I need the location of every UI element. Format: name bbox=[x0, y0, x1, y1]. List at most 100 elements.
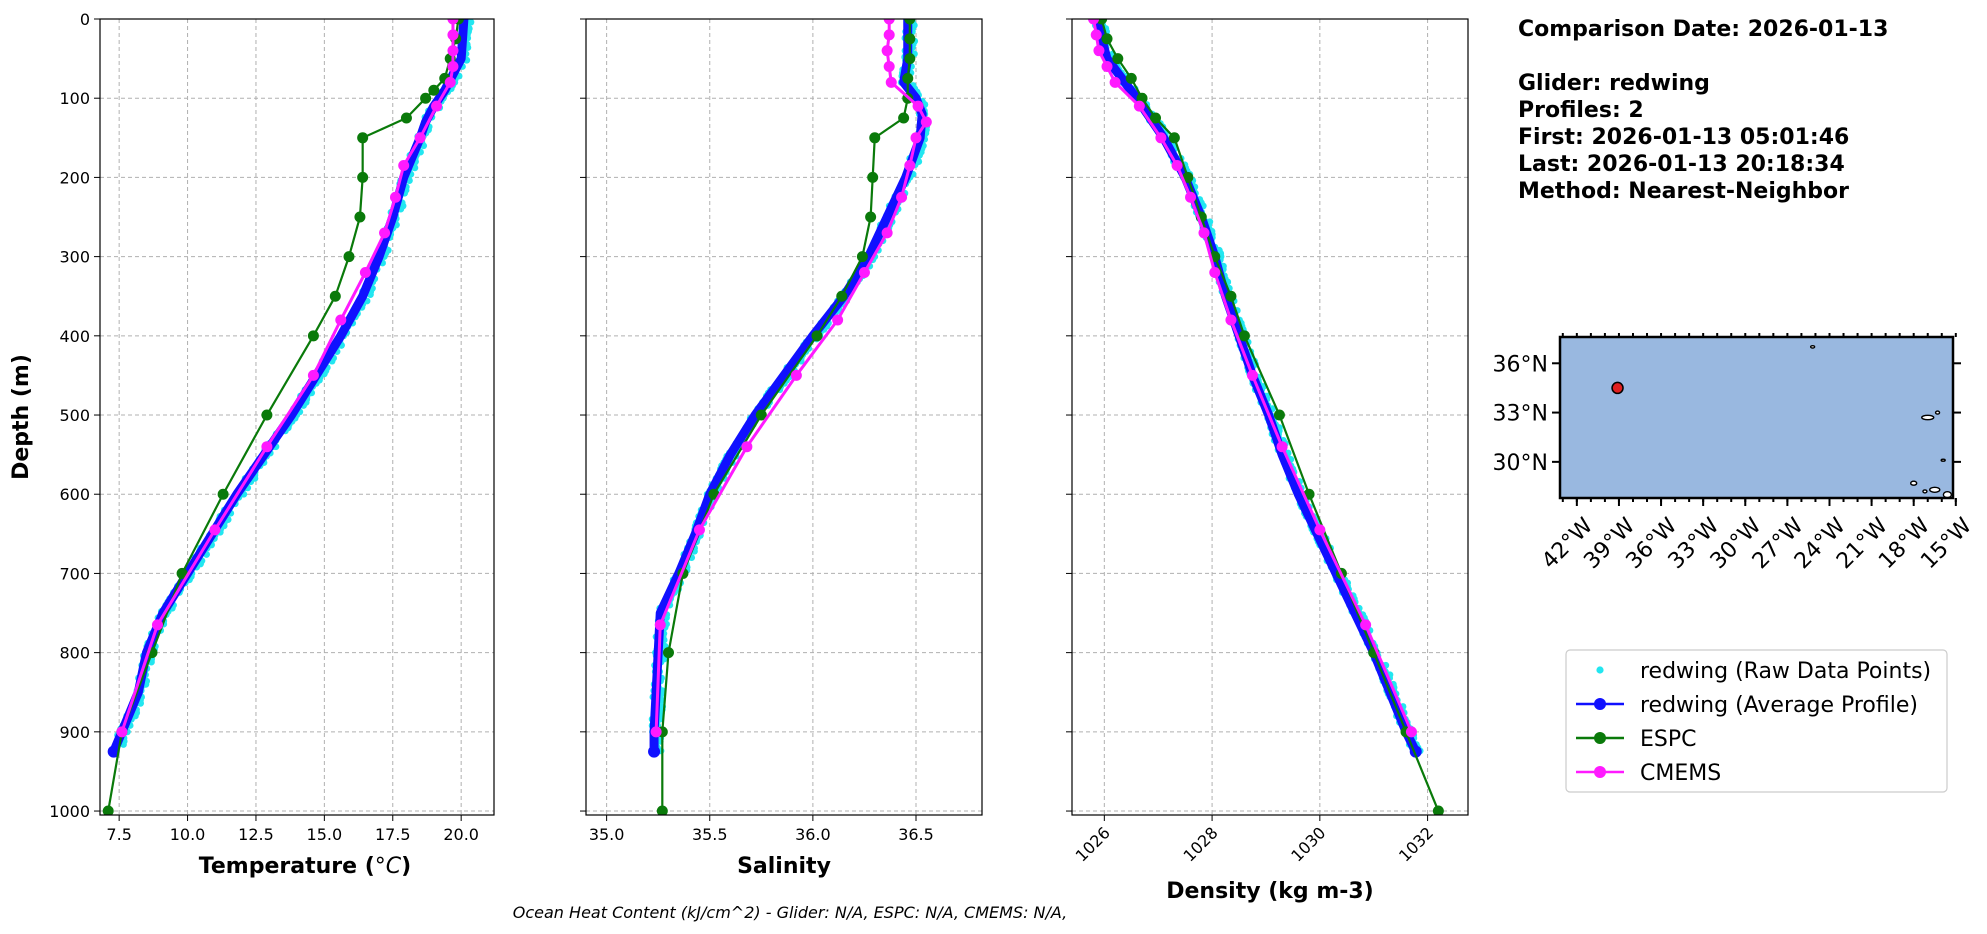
espc-point bbox=[904, 53, 916, 65]
cmems-point bbox=[1276, 441, 1288, 453]
legend-swatch bbox=[1596, 666, 1604, 674]
cmems-point bbox=[650, 726, 662, 738]
plot-area bbox=[1088, 19, 1444, 815]
espc-point bbox=[176, 567, 188, 579]
y-tick-label: 200 bbox=[59, 168, 90, 187]
cmems-point bbox=[307, 369, 319, 381]
espc-point bbox=[307, 330, 319, 342]
y-tick-label: 700 bbox=[59, 564, 90, 583]
glider-location-marker bbox=[1611, 381, 1624, 395]
info-block: Comparison Date: 2026-01-13 Glider: redwi… bbox=[1518, 17, 1888, 204]
cmems-point bbox=[379, 227, 391, 239]
cmems-point bbox=[151, 619, 163, 631]
x-tick-label: 10.0 bbox=[170, 825, 206, 844]
map-lat-label: 33°N bbox=[1493, 402, 1548, 427]
cmems-point bbox=[390, 191, 401, 203]
y-tick-label: 400 bbox=[59, 327, 90, 346]
y-tick-label: 100 bbox=[59, 89, 90, 108]
espc-point bbox=[1096, 19, 1108, 25]
cmems-point bbox=[881, 227, 893, 239]
legend: redwing (Raw Data Points) redwing (Averag… bbox=[1565, 649, 1948, 793]
x-tick-label: 20.0 bbox=[443, 825, 479, 844]
cmems-point bbox=[885, 76, 897, 88]
cmems-point bbox=[1405, 726, 1417, 738]
cmems-point bbox=[444, 76, 456, 88]
cmems-point bbox=[1155, 132, 1167, 144]
cmems-point bbox=[896, 191, 908, 203]
info-line: First: 2026-01-13 05:01:46 bbox=[1518, 125, 1849, 150]
espc-point bbox=[1150, 112, 1162, 124]
axes-frame bbox=[1071, 18, 1469, 816]
average-profile-line bbox=[109, 19, 469, 757]
x-axis-label: Density (kg m-3) bbox=[1166, 879, 1374, 904]
cmems-line bbox=[120, 19, 455, 733]
info-line: Profiles: 2 bbox=[1518, 98, 1644, 123]
cmems-point bbox=[447, 19, 459, 25]
espc-point bbox=[1101, 33, 1113, 45]
legend-label: ESPC bbox=[1640, 727, 1697, 752]
island-shape bbox=[1929, 486, 1941, 493]
cmems-point bbox=[209, 524, 221, 536]
espc-point bbox=[1225, 290, 1237, 302]
espc-point bbox=[1182, 171, 1194, 183]
x-tick-label: 1032 bbox=[1395, 823, 1437, 865]
x-tick-label: 7.5 bbox=[106, 825, 131, 844]
cmems-point bbox=[1090, 29, 1102, 41]
map-lat-label: 30°N bbox=[1493, 451, 1548, 476]
x-axis-label: Temperature (°C) bbox=[199, 854, 411, 879]
espc-point bbox=[755, 409, 767, 421]
cmems-point bbox=[790, 369, 802, 381]
cmems-point bbox=[881, 45, 893, 57]
espc-point bbox=[357, 171, 369, 183]
cmems-point bbox=[1360, 619, 1372, 631]
cmems-point bbox=[693, 524, 705, 536]
cmems-point bbox=[261, 441, 273, 453]
legend-item-espc: ESPC bbox=[1576, 727, 1697, 752]
espc-point bbox=[261, 409, 273, 421]
cmems-point bbox=[447, 45, 459, 57]
espc-point bbox=[867, 171, 879, 183]
average-profile-point bbox=[107, 745, 120, 758]
espc-series bbox=[102, 19, 464, 815]
info-line: Glider: redwing bbox=[1518, 71, 1710, 96]
profile-panels: 0 100 200 300 400 500 600 700 800 900 1000 7.5 10.0 1… bbox=[9, 10, 1469, 904]
cmems-point bbox=[1171, 160, 1183, 172]
cmems-point bbox=[1093, 45, 1105, 57]
cmems-point bbox=[1246, 369, 1258, 381]
y-tick-label: 0 bbox=[80, 10, 90, 29]
cmems-point bbox=[1209, 266, 1221, 278]
info-line: Last: 2026-01-13 20:18:34 bbox=[1518, 152, 1845, 177]
espc-point bbox=[343, 251, 355, 263]
legend-swatch-marker bbox=[1594, 732, 1606, 744]
island-shape bbox=[1909, 480, 1918, 486]
cmems-series bbox=[650, 19, 932, 738]
map-lat-label: 36°N bbox=[1493, 352, 1548, 377]
plot-area bbox=[648, 19, 932, 815]
cmems-point bbox=[1088, 19, 1100, 25]
espc-point bbox=[656, 805, 668, 815]
cmems-point bbox=[1225, 314, 1237, 326]
legend-label: redwing (Average Profile) bbox=[1640, 693, 1918, 718]
cmems-point bbox=[447, 29, 459, 41]
cmems-point bbox=[1198, 227, 1210, 239]
cmems-series bbox=[116, 19, 459, 738]
panel-2: 35.0 35.5 36.0 36.5 Salinity bbox=[580, 18, 983, 879]
cmems-point bbox=[910, 132, 922, 144]
cmems-point bbox=[920, 116, 932, 128]
cmems-point bbox=[1133, 100, 1145, 112]
x-tick-label: 36.5 bbox=[898, 825, 934, 844]
island-shape bbox=[1922, 489, 1928, 494]
espc-point bbox=[869, 132, 881, 144]
legend-item-raw: redwing (Raw Data Points) bbox=[1596, 659, 1931, 684]
espc-point bbox=[420, 92, 432, 104]
panel-1: 0 100 200 300 400 500 600 700 800 900 1000 7.5 10.0 1… bbox=[9, 10, 495, 879]
panel-3: 1026 1028 1030 1032 Density (kg m-3) bbox=[1066, 18, 1469, 904]
cmems-point bbox=[359, 266, 371, 278]
espc-point bbox=[856, 251, 868, 263]
footer-ohc-text: Ocean Heat Content (kJ/cm^2) - Glider: N… bbox=[513, 903, 1067, 922]
espc-point bbox=[329, 290, 341, 302]
island-shape bbox=[1934, 410, 1941, 415]
cmems-point bbox=[883, 19, 895, 25]
cmems-point bbox=[1185, 191, 1197, 203]
espc-point bbox=[904, 19, 916, 25]
